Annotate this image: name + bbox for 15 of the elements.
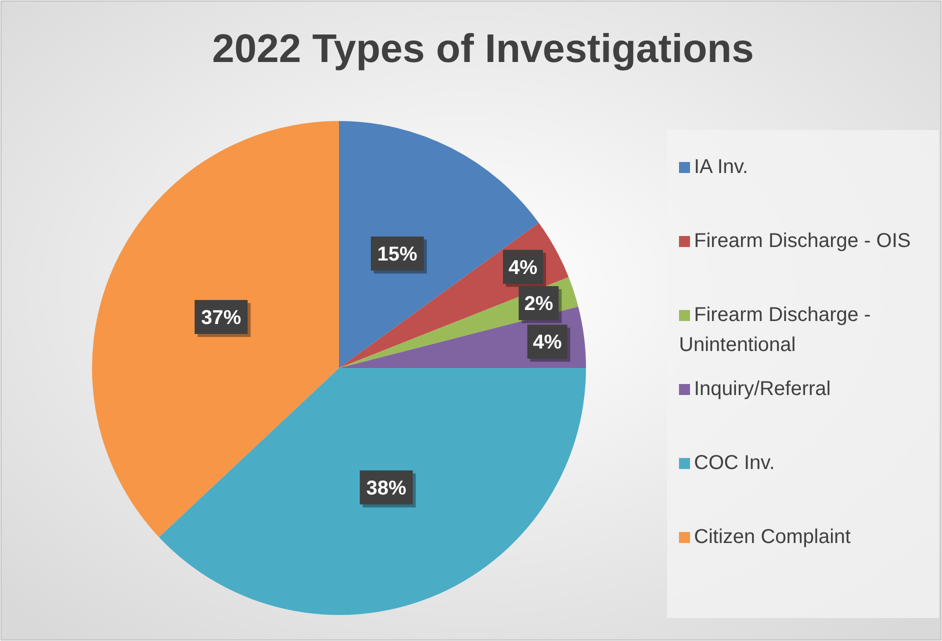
legend-label: Inquiry/Referral (694, 378, 831, 400)
legend-label: Firearm Discharge - Unintentional (679, 304, 871, 356)
data-label: 37% (201, 306, 242, 329)
pie-slice (158, 368, 586, 615)
legend-label: COC Inv. (694, 452, 775, 474)
legend-label: Firearm Discharge - OIS (694, 230, 911, 252)
data-label: 4% (508, 256, 538, 279)
pie-slice (92, 121, 339, 538)
data-label: 15% (377, 244, 418, 266)
legend-label: Citizen Complaint (694, 526, 852, 548)
legend-label: IA Inv. (694, 156, 748, 178)
data-label: 4% (532, 332, 562, 354)
chart-title: 2022 Types of Investigations (212, 27, 754, 71)
data-label: 38% (366, 477, 407, 500)
data-label: 2% (524, 293, 554, 316)
